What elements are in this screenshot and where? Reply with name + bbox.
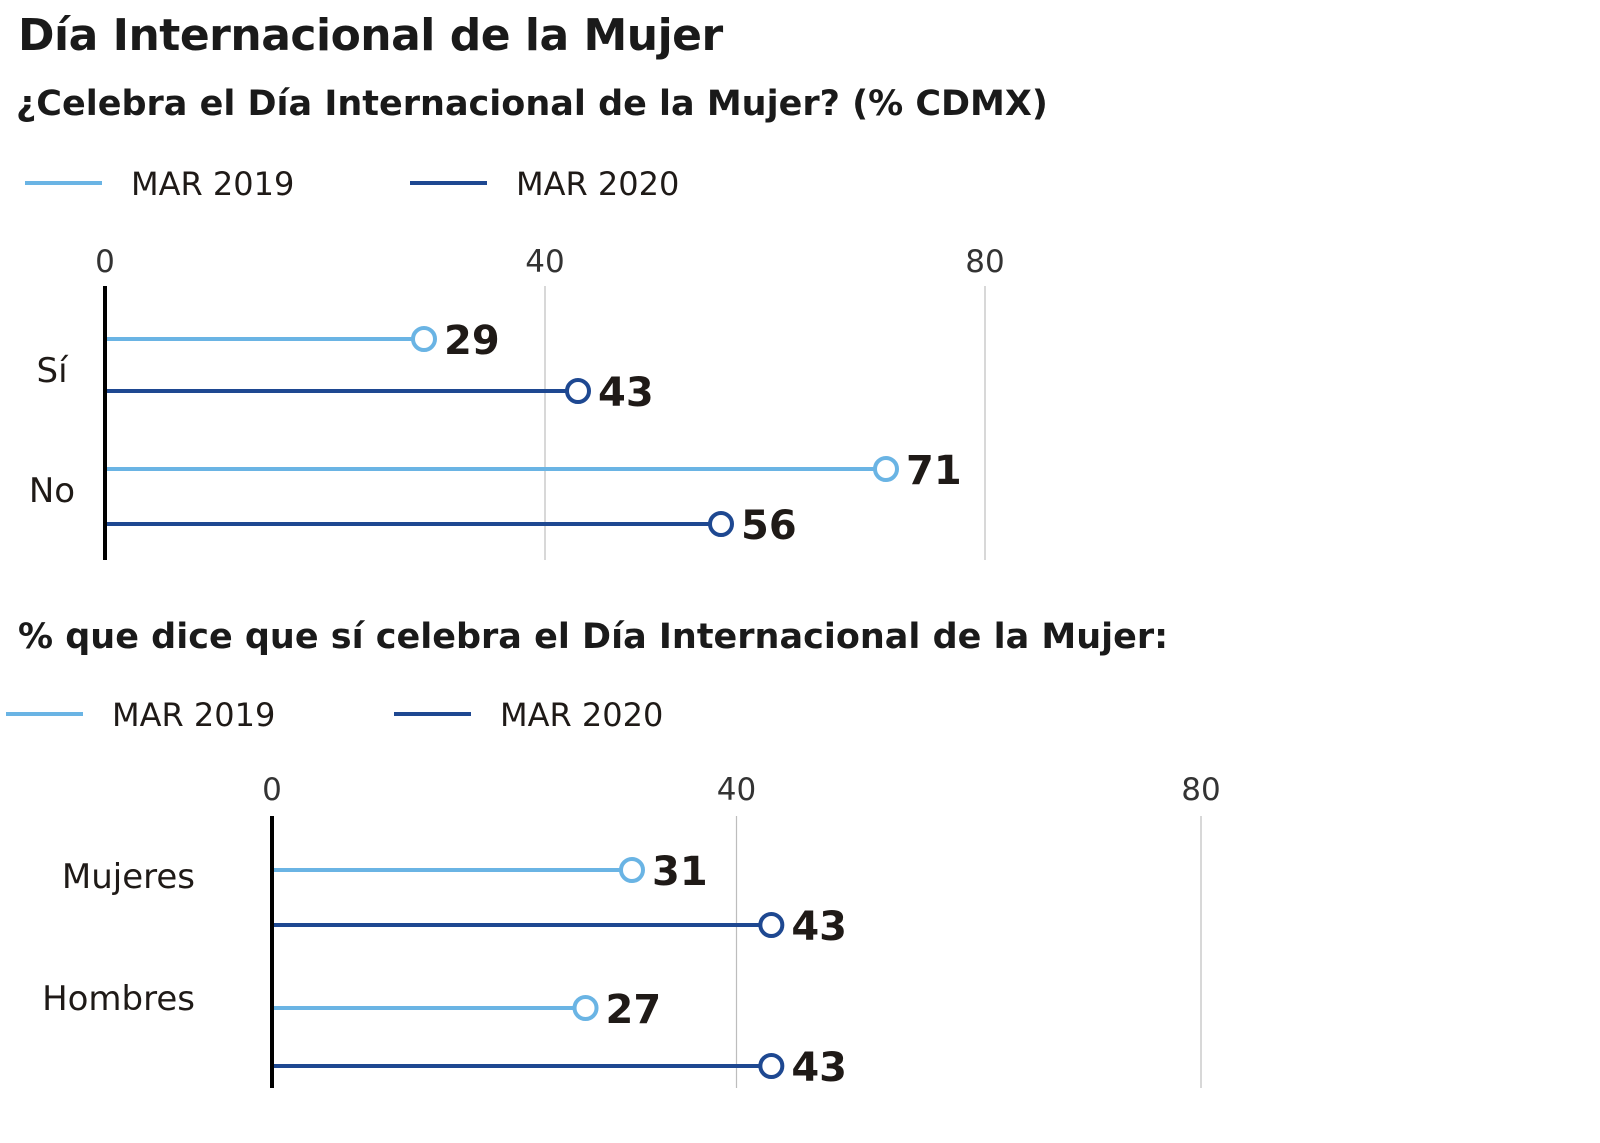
point-mujeres-mar-2019 [618, 857, 645, 883]
point-si-mar-2019 [411, 326, 437, 352]
chart2-title: % que dice que sí celebra el Día Interna… [18, 617, 1169, 657]
legend-label-mar-2020: MAR 2020 [500, 696, 664, 734]
x-tick-label-80: 80 [965, 244, 1004, 280]
chart1-legend: MAR 2019 MAR 2020 [25, 163, 725, 203]
point-hombres-mar-2019 [572, 995, 599, 1021]
legend-swatch-mar-2020 [410, 181, 487, 185]
x-tick-label-0: 0 [262, 772, 282, 808]
legend-swatch-mar-2020 [394, 712, 471, 716]
value-label-si-mar-2020: 43 [598, 370, 654, 416]
category-label-hombres: Hombres [42, 979, 195, 1019]
x-tick-label-40: 40 [717, 772, 756, 808]
point-si-mar-2020 [565, 378, 591, 404]
value-label-hombres-mar-2019: 27 [606, 987, 662, 1033]
x-tick-label-0: 0 [95, 244, 115, 280]
chart1-plot: 0 40 80 Sí 29 43 No 71 56 [29, 244, 1005, 560]
legend-label-mar-2020: MAR 2020 [516, 165, 680, 203]
point-mujeres-mar-2020 [758, 912, 785, 938]
legend-label-mar-2019: MAR 2019 [112, 696, 276, 734]
point-hombres-mar-2020 [758, 1053, 785, 1079]
category-label-si: Sí [36, 351, 69, 391]
legend-swatch-mar-2019 [25, 181, 102, 185]
value-label-hombres-mar-2020: 43 [791, 1045, 847, 1091]
category-label-no: No [29, 471, 75, 511]
chart1-title: ¿Celebra el Día Internacional de la Muje… [16, 84, 1048, 124]
chart2-legend: MAR 2019 MAR 2020 [6, 694, 706, 734]
value-label-no-mar-2020: 56 [741, 503, 797, 549]
category-label-mujeres: Mujeres [62, 857, 195, 897]
value-label-si-mar-2019: 29 [444, 318, 500, 364]
page-title: Día Internacional de la Mujer [18, 10, 723, 61]
legend-swatch-mar-2019 [6, 712, 83, 716]
value-label-no-mar-2019: 71 [906, 448, 962, 494]
x-tick-label-40: 40 [525, 244, 564, 280]
point-no-mar-2020 [708, 511, 734, 537]
chart2-plot: 0 40 80 Mujeres 31 43 Hombres 27 43 [42, 772, 1221, 1091]
value-label-mujeres-mar-2019: 31 [652, 849, 708, 895]
point-no-mar-2019 [873, 456, 899, 482]
value-label-mujeres-mar-2020: 43 [791, 904, 847, 950]
x-tick-label-80: 80 [1181, 772, 1220, 808]
legend-label-mar-2019: MAR 2019 [131, 165, 295, 203]
